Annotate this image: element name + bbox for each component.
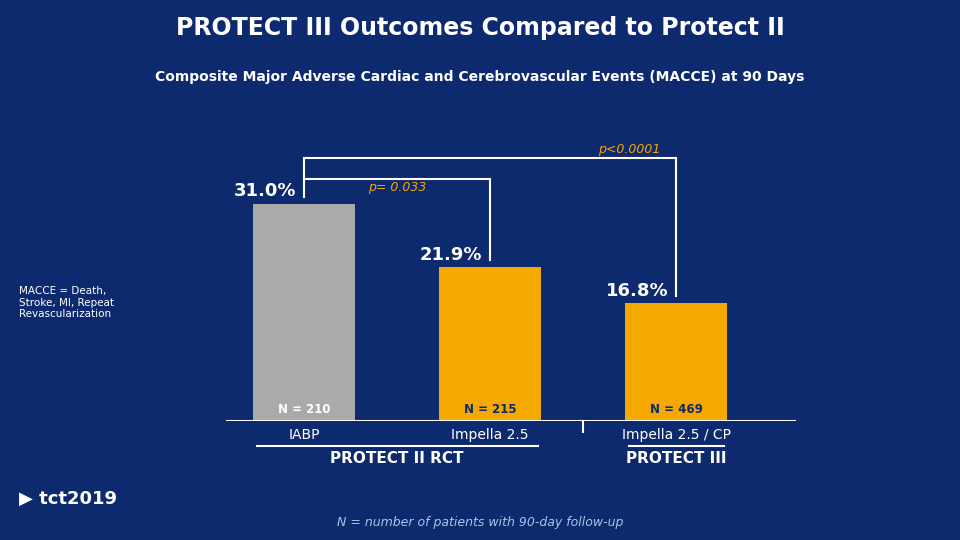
Text: PROTECT III Outcomes Compared to Protect II: PROTECT III Outcomes Compared to Protect… <box>176 16 784 40</box>
Text: p= 0.033: p= 0.033 <box>368 181 426 194</box>
Bar <box>253 204 355 421</box>
Bar <box>439 267 541 421</box>
Text: N = 210: N = 210 <box>278 403 330 416</box>
Text: p<0.0001: p<0.0001 <box>598 143 660 156</box>
Text: N = 215: N = 215 <box>464 403 516 416</box>
Text: Impella 2.5 / CP: Impella 2.5 / CP <box>622 428 731 442</box>
Text: 21.9%: 21.9% <box>420 246 482 264</box>
Text: MACCE = Death,
Stroke, MI, Repeat
Revascularization: MACCE = Death, Stroke, MI, Repeat Revasc… <box>19 286 114 319</box>
Bar <box>625 303 728 421</box>
Text: N = number of patients with 90-day follow-up: N = number of patients with 90-day follo… <box>337 516 623 529</box>
Text: PROTECT II RCT: PROTECT II RCT <box>330 451 464 467</box>
Text: N = 469: N = 469 <box>650 403 703 416</box>
Text: Impella 2.5: Impella 2.5 <box>451 428 529 442</box>
Text: ▶ tct2019: ▶ tct2019 <box>19 490 117 508</box>
Text: PROTECT III: PROTECT III <box>626 451 727 467</box>
Text: IABP: IABP <box>288 428 320 442</box>
Text: 16.8%: 16.8% <box>606 282 668 300</box>
Text: 31.0%: 31.0% <box>233 182 296 200</box>
Text: Composite Major Adverse Cardiac and Cerebrovascular Events (MACCE) at 90 Days: Composite Major Adverse Cardiac and Cere… <box>156 70 804 84</box>
